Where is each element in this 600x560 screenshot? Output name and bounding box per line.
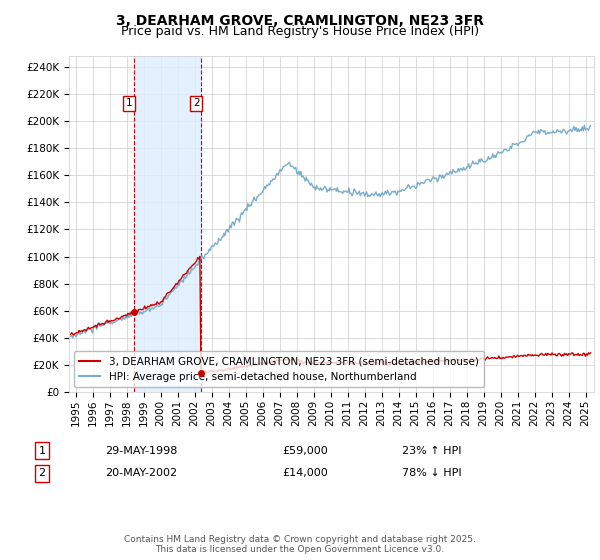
Text: 1: 1 bbox=[125, 99, 132, 109]
Legend: 3, DEARHAM GROVE, CRAMLINGTON, NE23 3FR (semi-detached house), HPI: Average pric: 3, DEARHAM GROVE, CRAMLINGTON, NE23 3FR … bbox=[74, 351, 484, 387]
Bar bbox=[134, 56, 201, 392]
Text: 3, DEARHAM GROVE, CRAMLINGTON, NE23 3FR: 3, DEARHAM GROVE, CRAMLINGTON, NE23 3FR bbox=[116, 14, 484, 28]
Text: 20-MAY-2002: 20-MAY-2002 bbox=[105, 468, 177, 478]
Text: 2: 2 bbox=[193, 99, 199, 109]
Text: £59,000: £59,000 bbox=[282, 446, 328, 456]
Text: Price paid vs. HM Land Registry's House Price Index (HPI): Price paid vs. HM Land Registry's House … bbox=[121, 25, 479, 38]
Text: 1: 1 bbox=[38, 446, 46, 456]
Text: 78% ↓ HPI: 78% ↓ HPI bbox=[402, 468, 461, 478]
Text: £14,000: £14,000 bbox=[282, 468, 328, 478]
Text: 2: 2 bbox=[38, 468, 46, 478]
Text: Contains HM Land Registry data © Crown copyright and database right 2025.
This d: Contains HM Land Registry data © Crown c… bbox=[124, 535, 476, 554]
Text: 23% ↑ HPI: 23% ↑ HPI bbox=[402, 446, 461, 456]
Text: 29-MAY-1998: 29-MAY-1998 bbox=[105, 446, 178, 456]
